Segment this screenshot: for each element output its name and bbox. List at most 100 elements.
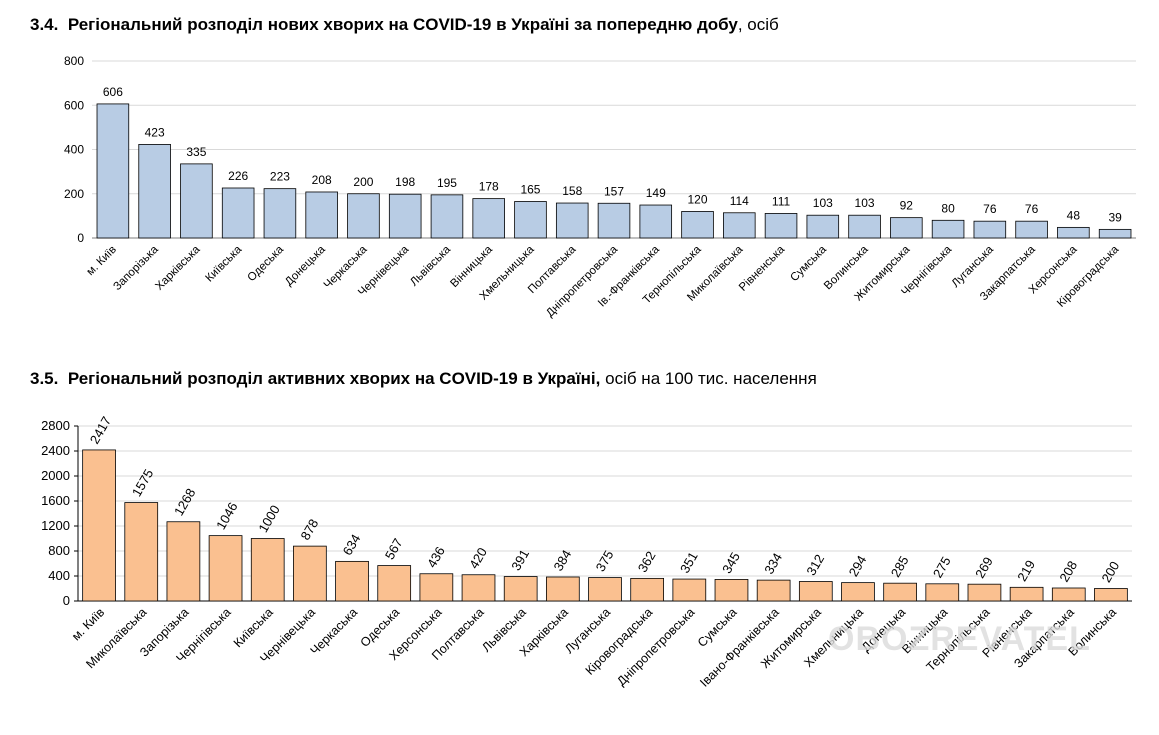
chart2-title: 3.5. Регіональний розподіл активних хвор…: [30, 369, 817, 389]
c1-ytick-label: 800: [64, 54, 84, 68]
c2-bar: [1094, 588, 1128, 602]
c1-data-label: 195: [437, 176, 457, 190]
chart1-number: 3.4.: [30, 15, 59, 34]
c1-data-label: 226: [228, 169, 248, 183]
c2-bar: [461, 574, 496, 602]
c2-bar: [714, 579, 749, 602]
c2-data-label: 375: [593, 548, 617, 574]
c1-category-label: Одеська: [246, 243, 287, 284]
c2-bar: [883, 582, 917, 602]
chart2-title-unit: осіб на 100 тис. населення: [600, 369, 817, 388]
c2-bar: [124, 502, 159, 602]
c1-bar: [723, 212, 756, 239]
c2-bar: [967, 583, 1002, 602]
c2-ytick-label: 800: [48, 543, 70, 558]
c2-ytick-label: 2000: [41, 468, 70, 483]
c2-bar: [925, 583, 960, 602]
c2-data-label: 878: [297, 516, 321, 542]
c2-ytick-label: 2400: [41, 443, 70, 458]
c1-data-label: 103: [813, 196, 833, 210]
c1-bar: [347, 193, 380, 239]
c1-category-label: Київська: [203, 243, 244, 284]
c2-ytick-label: 1600: [41, 493, 70, 508]
c2-data-label: 1575: [129, 467, 156, 500]
chart-active-cases: 0 400 800 1200 1600 2000 2400 2800 2417 м. Київ 15…: [41, 414, 1132, 690]
c2-data-label: 208: [1056, 558, 1080, 584]
c2-bar: [630, 577, 665, 602]
c2-data-label: 634: [340, 532, 364, 558]
c1-data-label: 76: [983, 202, 997, 216]
c2-category-label: м. Київ: [69, 605, 107, 643]
c1-bar: [931, 219, 965, 239]
c2-data-label: 1000: [255, 502, 282, 535]
c2-data-label: 1046: [213, 500, 240, 533]
c1-data-label: 111: [772, 194, 791, 208]
c2-bar: [1009, 586, 1044, 602]
c1-data-label: 178: [479, 180, 499, 194]
c1-bar: [639, 204, 673, 239]
c2-bar: [672, 578, 707, 602]
c1-bar: [597, 202, 631, 239]
c1-data-label: 198: [395, 175, 415, 189]
c2-ytick-label: 400: [48, 568, 70, 583]
c1-bar: [514, 201, 547, 239]
c2-data-label: 1268: [171, 486, 198, 519]
c1-data-label: 92: [900, 199, 914, 213]
c2-bar: [250, 538, 285, 602]
c1-bar: [806, 214, 840, 239]
c1-bar: [138, 144, 171, 239]
c1-ytick-label: 0: [77, 231, 84, 245]
c1-category-label: Донецька: [283, 243, 328, 288]
c1-category-label: Дніпропетровська: [544, 243, 620, 319]
chart1-title: 3.4. Регіональний розподіл нових хворих …: [30, 15, 779, 35]
c1-data-label: 149: [646, 186, 666, 200]
c1-data-label: 423: [145, 125, 165, 139]
c1-data-label: 120: [688, 192, 708, 206]
c1-data-label: 103: [855, 196, 875, 210]
c2-ytick-label: 2800: [41, 418, 70, 433]
c2-bar: [503, 576, 538, 602]
c1-bar: [388, 193, 422, 239]
c1-bar: [1015, 220, 1048, 239]
c1-data-label: 80: [941, 201, 955, 215]
chart1-title-unit: , осіб: [737, 15, 779, 34]
chart2-number: 3.5.: [30, 369, 59, 388]
c2-category-label: Дніпропетровська: [614, 605, 697, 688]
c1-data-label: 200: [353, 175, 373, 189]
c1-bar: [764, 213, 798, 239]
c2-data-label: 269: [972, 554, 996, 580]
c2-bar: [293, 545, 327, 602]
c1-data-label: 165: [520, 182, 540, 196]
c1-bar: [973, 220, 1007, 239]
c1-data-label: 208: [312, 173, 332, 187]
chart1-title-bold: Регіональний розподіл нових хворих на CO…: [67, 15, 738, 34]
c1-bar: [305, 191, 338, 239]
c1-bar: [180, 163, 213, 239]
c2-data-label: 436: [424, 544, 448, 570]
c2-bar: [419, 573, 454, 602]
c1-data-label: 157: [604, 184, 624, 198]
c2-bar: [335, 560, 369, 602]
c2-bar: [545, 576, 580, 602]
c1-ytick-label: 400: [64, 143, 84, 157]
c2-bar: [798, 581, 833, 602]
c1-bar: [1098, 228, 1132, 239]
c2-ytick-label: 0: [63, 593, 70, 608]
c1-bar: [430, 194, 464, 239]
c1-bar: [263, 188, 297, 239]
c2-bar: [377, 565, 412, 602]
c1-data-label: 223: [270, 170, 290, 184]
c2-data-label: 420: [466, 545, 490, 571]
c1-bar: [890, 217, 923, 239]
c1-data-label: 48: [1067, 208, 1081, 222]
c1-bar: [96, 103, 130, 239]
c2-data-label: 362: [635, 549, 659, 575]
c1-bar: [555, 202, 589, 239]
c1-data-label: 606: [103, 85, 123, 99]
c2-data-label: 351: [677, 549, 701, 575]
c1-category-label: Сумська: [788, 243, 829, 284]
c1-data-label: 114: [730, 194, 749, 208]
c1-bar: [848, 214, 881, 239]
c1-category-label: Харківська: [153, 243, 203, 293]
c2-bar: [756, 579, 791, 602]
